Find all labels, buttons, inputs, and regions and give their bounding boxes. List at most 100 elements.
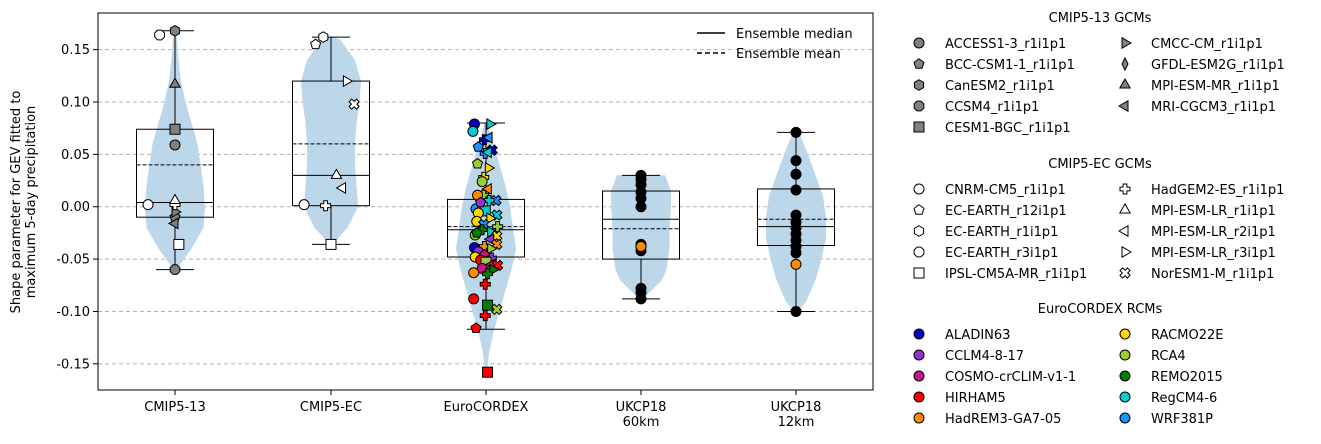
point-ukcp18-12km [790, 155, 802, 167]
point-eurocordex [479, 310, 491, 322]
legend-label: CanESM2_r1i1p1 [945, 79, 1055, 94]
point-cmip5-ec [154, 29, 165, 41]
legend-marker [913, 79, 925, 91]
x-tick-label: 12km [778, 415, 815, 430]
point-eurocordex [481, 182, 492, 195]
point-eurocordex [468, 293, 480, 305]
legend-label: RACMO22E [1151, 328, 1223, 343]
point-cmip5-ec [348, 98, 360, 110]
legend-marker [913, 58, 925, 69]
x-tick-label: UKCP18 [771, 400, 822, 415]
point-eurocordex [476, 176, 488, 188]
legend-marker [913, 183, 925, 195]
point-cmip5-ec [335, 181, 347, 194]
legend-label: CESM1-BGC_r1i1p1 [945, 121, 1071, 136]
legend-marker [1119, 370, 1131, 382]
legend-line-label: Ensemble mean [736, 47, 841, 62]
point-cmip5-13 [167, 217, 179, 230]
point-ukcp18-12km [790, 305, 802, 317]
legend-marker [1119, 412, 1131, 424]
y-axis-label: Shape parameter for GEV fitted to maximum… [9, 91, 39, 314]
legend-label: MPI-ESM-LR_r3i1p1 [1151, 246, 1276, 261]
y-axis-label-line: maximum 5-day precipitation [24, 106, 39, 299]
legend-marker [1121, 245, 1132, 259]
point-eurocordex [471, 157, 484, 169]
legend-marker [913, 100, 925, 112]
point-cmip5-13 [169, 139, 181, 151]
point-eurocordex [482, 131, 493, 144]
point-cmip5-ec [142, 199, 154, 211]
point-ukcp18-12km [790, 168, 802, 180]
legend-marker [913, 391, 925, 403]
legend-marker [1118, 99, 1129, 113]
point-eurocordex [481, 146, 492, 159]
point-cmip5-ec [168, 193, 182, 204]
legend-marker [1119, 183, 1131, 195]
legend-label: HadGEM2-ES_r1i1p1 [1151, 183, 1284, 198]
legend-label: REMO2015 [1151, 370, 1223, 385]
point-cmip5-ec [330, 168, 343, 179]
point-cmip5-ec [325, 238, 337, 250]
legend-marker [1118, 224, 1129, 238]
point-eurocordex [470, 322, 482, 333]
point-eurocordex [486, 117, 497, 131]
legend-label: MPI-ESM-MR_r1i1p1 [1151, 79, 1280, 94]
x-tick-label: EuroCORDEX [444, 400, 529, 415]
point-eurocordex [483, 194, 495, 206]
x-tick-label: CMIP5-13 [144, 400, 205, 415]
y-tick-label: 0.05 [61, 148, 90, 163]
legend-marker [913, 121, 925, 133]
point-eurocordex [484, 161, 496, 175]
legend-section-title: CMIP5-EC GCMs [1048, 157, 1152, 172]
legend-label: HIRHAM5 [945, 391, 1006, 406]
x-tick-label: CMIP5-EC [300, 400, 362, 415]
legend-label: EC-EARTH_r12i1p1 [945, 204, 1067, 219]
legend-marker [913, 246, 925, 258]
legend-marker [1118, 203, 1132, 214]
legend-marker [913, 267, 925, 279]
point-cmip5-ec [310, 38, 322, 50]
legend-marker [1121, 56, 1129, 72]
x-tick-label: 60km [623, 415, 660, 430]
legend-label: CNRM-CM5_r1i1p1 [945, 183, 1066, 198]
point-eurocordex [482, 366, 494, 378]
legend-label: ACCESS1-3_r1i1p1 [945, 37, 1066, 52]
point-cmip5-13 [169, 123, 181, 135]
y-tick-label: -0.05 [56, 253, 90, 268]
legend-label: EC-EARTH_r1i1p1 [945, 225, 1058, 240]
legend-section-title: EuroCORDEX RCMs [1038, 302, 1163, 317]
point-eurocordex [479, 278, 491, 290]
point-ukcp18-60km [635, 282, 647, 294]
point-ukcp18-12km [790, 258, 802, 270]
point-cmip5-13 [169, 264, 181, 275]
legend-section-title: CMIP5-13 GCMs [1049, 11, 1152, 26]
point-cmip5-ec [342, 75, 354, 88]
y-tick-label: 0.15 [61, 43, 90, 58]
point-cmip5-ec [320, 200, 332, 212]
point-ukcp18-12km [790, 184, 802, 196]
legend-label: CMCC-CM_r1i1p1 [1151, 37, 1263, 52]
violin-3 [611, 175, 671, 299]
legend-marker [913, 412, 925, 424]
point-eurocordex [487, 242, 498, 255]
point-ukcp18-60km [635, 169, 647, 181]
legend-label: ALADIN63 [945, 328, 1010, 343]
y-tick-label: -0.15 [56, 357, 90, 372]
legend-label: CCLM4-8-17 [945, 349, 1024, 364]
legend-label: RegCM4-6 [1151, 391, 1217, 406]
point-ukcp18-12km [790, 209, 802, 221]
legend-marker [1119, 267, 1131, 279]
point-eurocordex [486, 212, 497, 225]
legend-label: CCSM4_r1i1p1 [945, 100, 1039, 115]
point-eurocordex [491, 303, 503, 316]
point-cmip5-13 [169, 24, 181, 37]
legend-label: HadREM3-GA7-05 [945, 412, 1061, 427]
legend-marker [1119, 391, 1131, 403]
legend-label: BCC-CSM1-1_r1i1p1 [945, 58, 1075, 73]
legend-marker [913, 225, 925, 237]
legend-marker [1119, 349, 1131, 361]
legend-marker [913, 370, 925, 382]
legend-marker [913, 328, 925, 340]
